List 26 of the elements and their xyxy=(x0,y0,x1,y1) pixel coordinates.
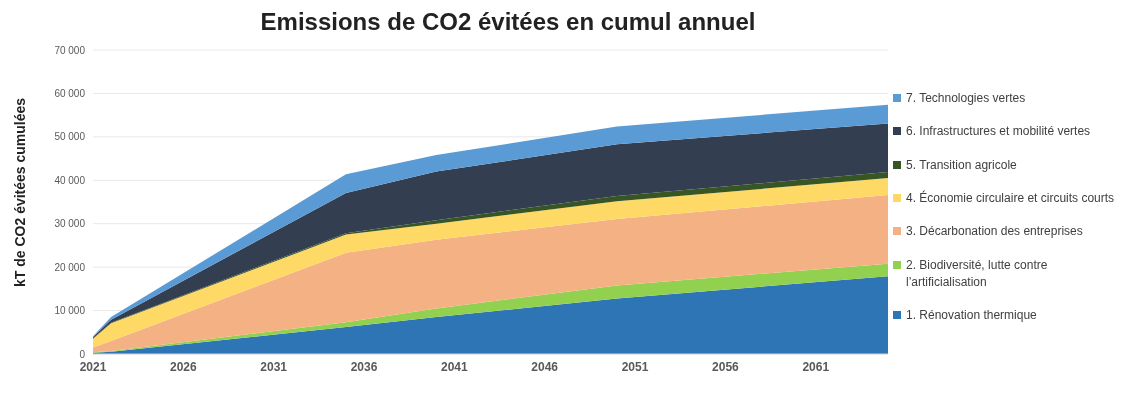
legend-label: 2. Biodiversité, lutte contre l’artificialisation xyxy=(906,256,1049,291)
y-tick-label: 40 000 xyxy=(54,174,86,186)
legend-label: 6. Infrastructures et mobilité vertes xyxy=(906,123,1091,141)
x-tick-label: 2021 xyxy=(79,359,107,374)
y-tick-label: 0 xyxy=(79,348,86,360)
x-tick-label: 2041 xyxy=(441,359,469,374)
x-tick-label: 2051 xyxy=(621,359,649,374)
legend-label: 7. Technologies vertes xyxy=(906,90,1026,108)
legend-label: 3. Décarbonation des entreprises xyxy=(906,223,1083,241)
y-tick-label: 70 000 xyxy=(54,44,86,56)
y-tick-label: 50 000 xyxy=(54,131,86,143)
x-tick-label: 2031 xyxy=(260,359,288,374)
x-tick-label: 2046 xyxy=(531,359,559,374)
legend-label: 5. Transition agricole xyxy=(906,156,1017,174)
x-tick-label: 2061 xyxy=(802,359,830,374)
x-tick-label: 2036 xyxy=(350,359,378,374)
x-tick-label: 2026 xyxy=(169,359,198,374)
y-tick-label: 10 000 xyxy=(54,305,86,317)
y-tick-label: 60 000 xyxy=(54,87,86,99)
legend-label: 4. Économie circulaire et circuits courts xyxy=(906,189,1115,207)
legend-label: 1. Rénovation thermique xyxy=(906,306,1037,324)
chart-title: Emissions de CO2 évitées en cumul annuel xyxy=(259,8,757,37)
y-tick-label: 20 000 xyxy=(54,261,86,273)
x-tick-label: 2056 xyxy=(712,359,740,374)
y-tick-label: 30 000 xyxy=(54,218,86,230)
y-axis-title: kT de CO2 évitées cumulées xyxy=(11,97,28,287)
